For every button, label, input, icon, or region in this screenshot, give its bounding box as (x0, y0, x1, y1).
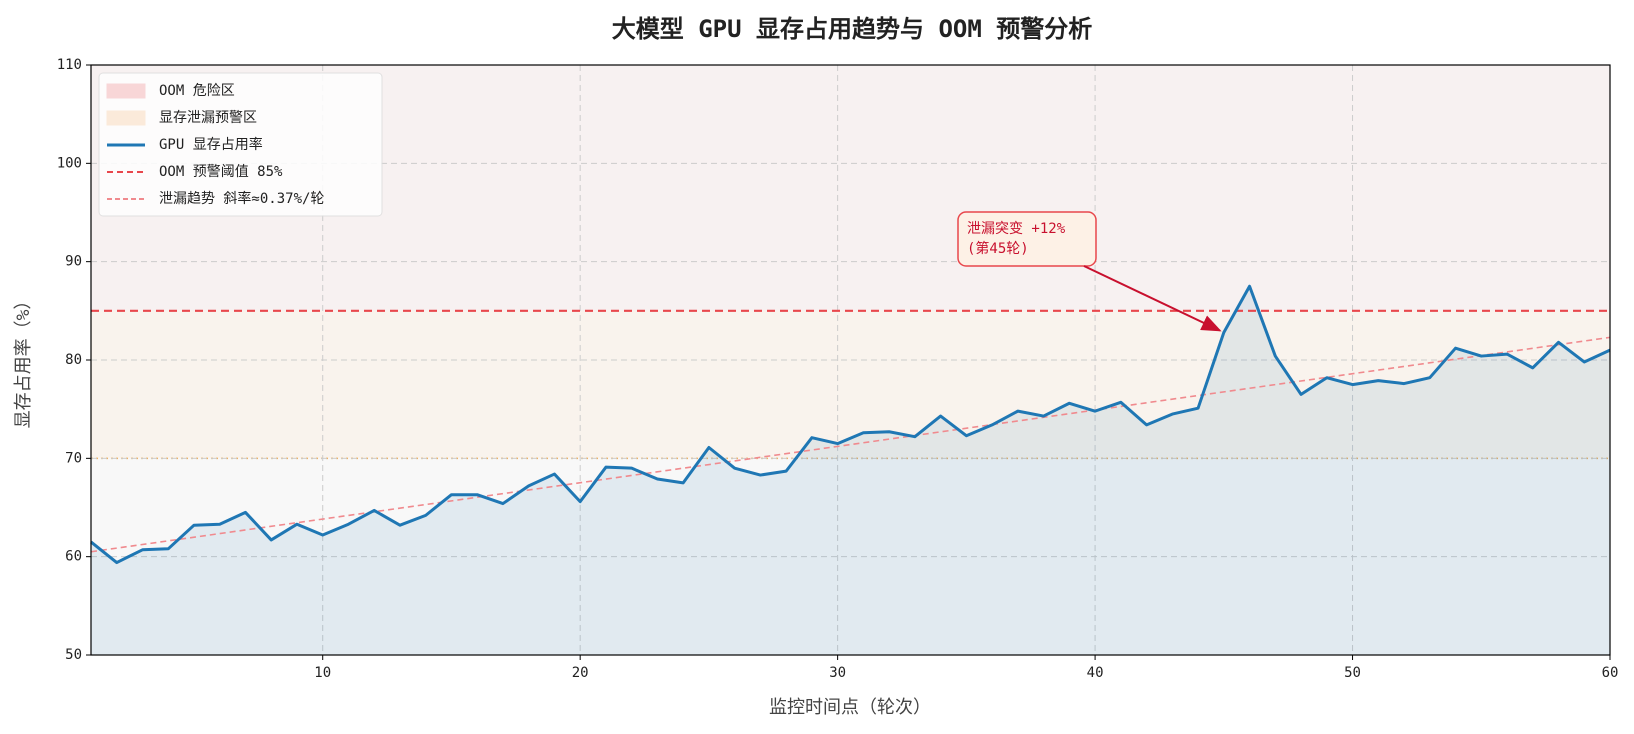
x-tick-label: 50 (1344, 665, 1361, 681)
x-tick-label: 60 (1602, 665, 1619, 681)
area-fill (91, 286, 1610, 655)
annotation-text: 泄漏突变 +12% (967, 221, 1066, 237)
y-tick-label: 70 (65, 450, 82, 466)
y-axis-label: 显存占用率（%） (13, 292, 34, 429)
y-tick-label: 50 (65, 647, 82, 663)
legend-label: 显存泄漏预警区 (159, 110, 257, 126)
legend-swatch (106, 110, 146, 126)
x-tick-label: 10 (314, 665, 331, 681)
y-tick-label: 80 (65, 352, 82, 368)
x-axis-label: 监控时间点（轮次） (769, 697, 931, 718)
plot-frame (90, 64, 1611, 656)
annotation-box (957, 211, 1097, 267)
chart-title: 大模型 GPU 显存占用趋势与 OOM 预警分析 (612, 15, 1093, 43)
legend-label: OOM 预警阈值 85% (159, 164, 283, 180)
legend-label: 泄漏趋势 斜率≈0.37%/轮 (159, 190, 324, 207)
legend-label: OOM 危险区 (159, 83, 235, 99)
y-tick-label: 100 (57, 155, 82, 171)
x-tick-label: 40 (1087, 665, 1104, 681)
x-tick-label: 30 (829, 665, 846, 681)
y-tick-label: 90 (65, 254, 82, 270)
legend-swatch (106, 83, 146, 99)
trend-line (90, 336, 1611, 553)
legend-label: GPU 显存占用率 (159, 136, 263, 153)
annotation-text: (第45轮) (967, 240, 1029, 257)
annotation-arrow (1083, 265, 1222, 332)
y-tick-label: 60 (65, 549, 82, 565)
y-tick-label: 110 (57, 57, 82, 73)
legend-box (98, 72, 383, 217)
series-line (90, 284, 1611, 565)
x-tick-label: 20 (572, 665, 589, 681)
